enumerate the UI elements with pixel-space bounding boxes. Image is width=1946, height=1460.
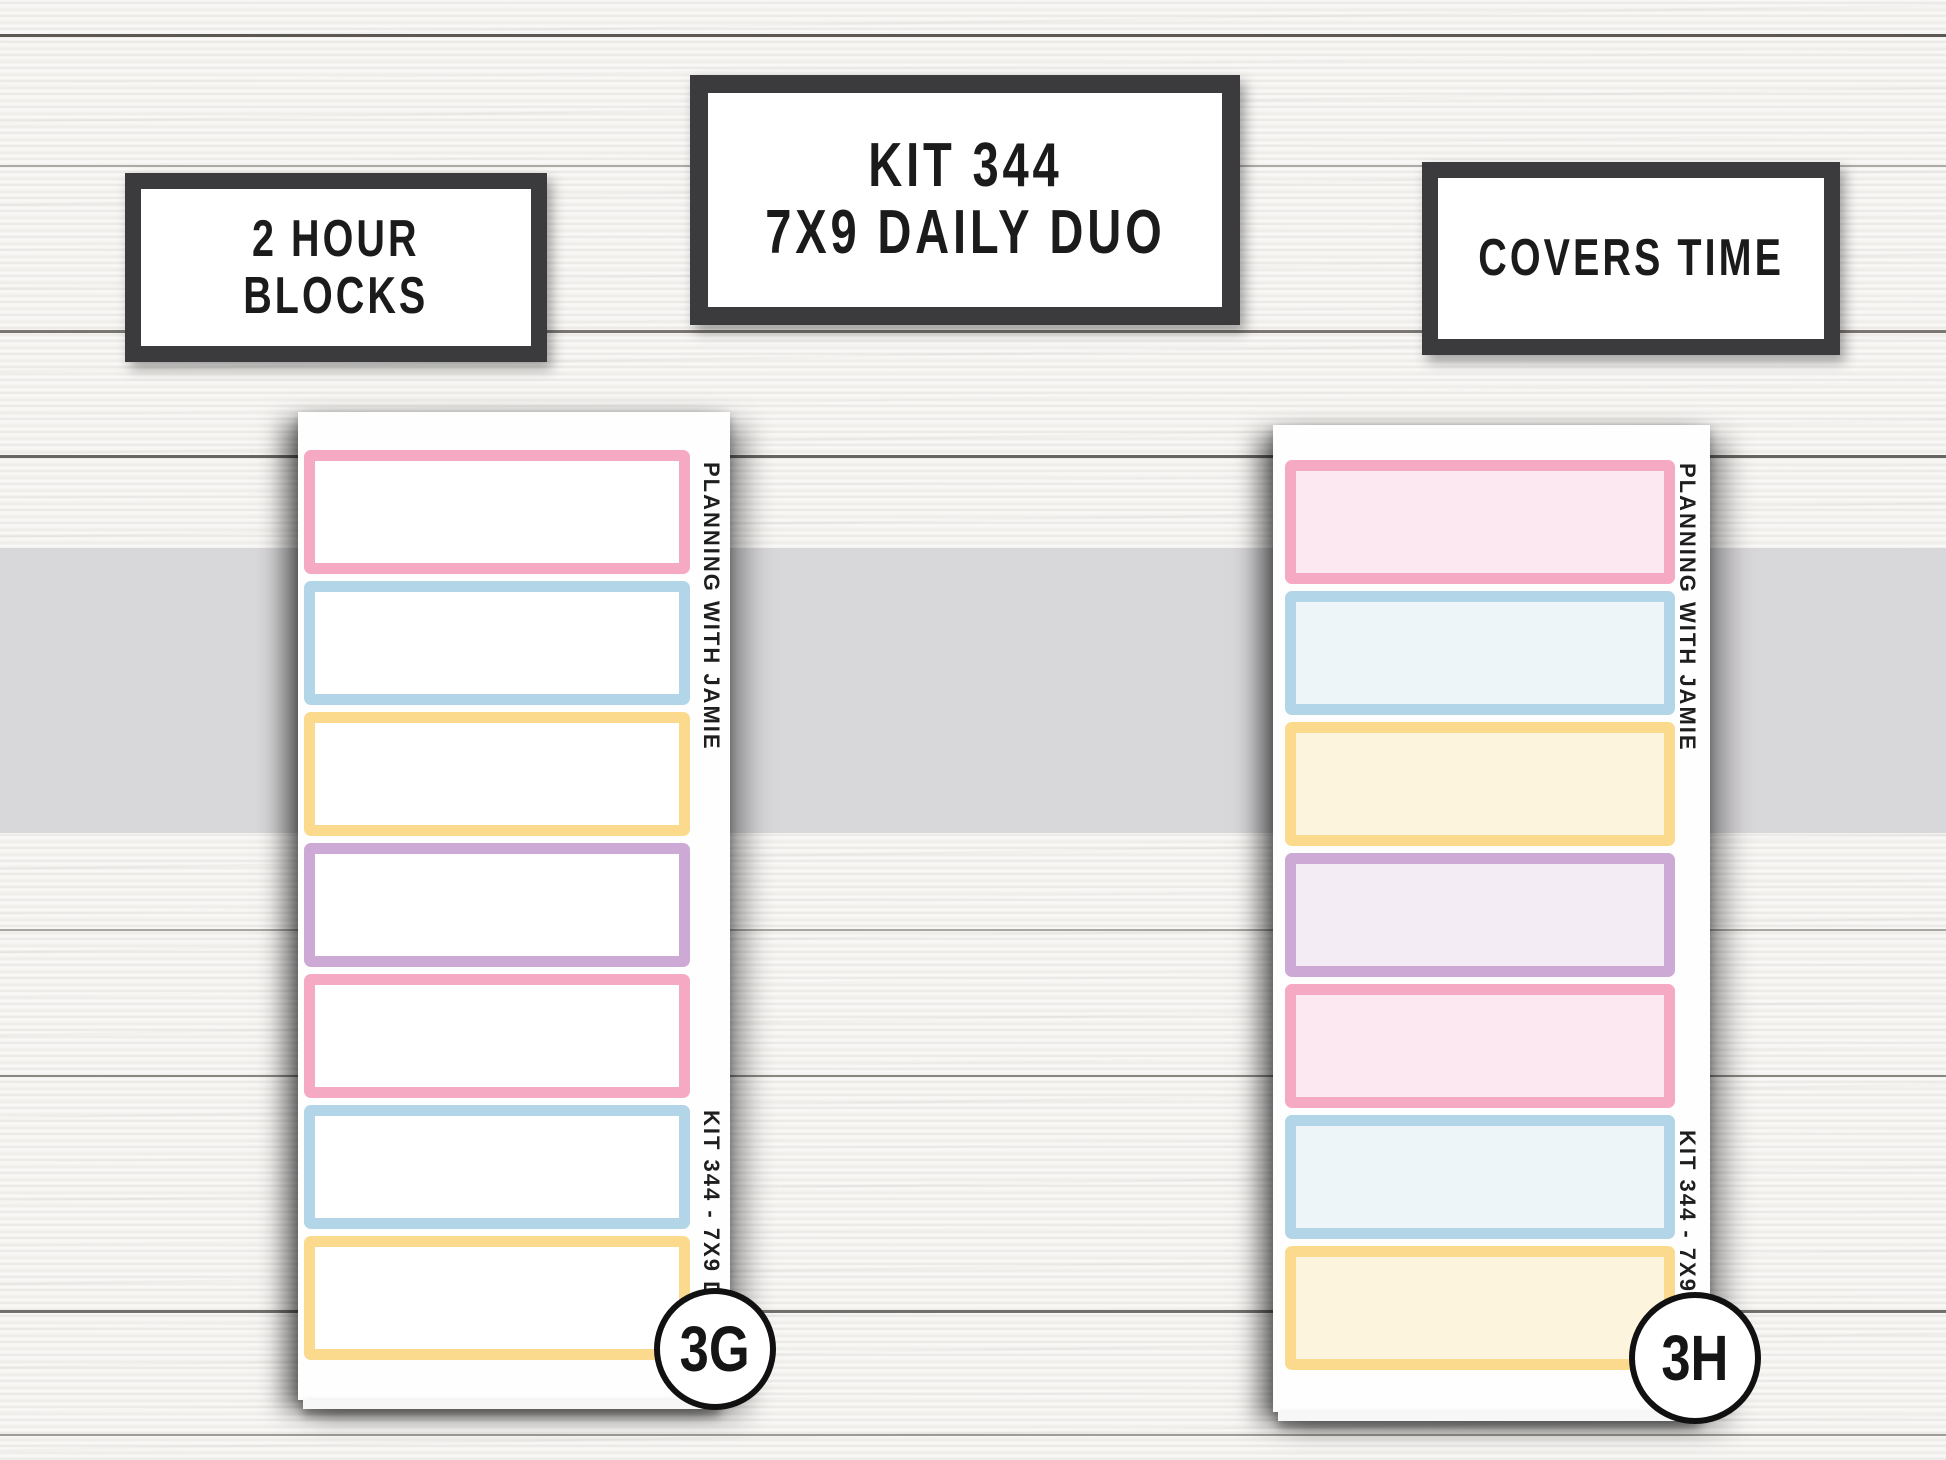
sheet-code-badge-3g: 3G [654, 1288, 776, 1410]
sticker-box [304, 1236, 690, 1360]
sheet-code-badge-label: 3G [679, 1313, 751, 1385]
callout-kit-title: KIT 344 7X9 DAILY DUO [690, 75, 1240, 325]
callout-line: 7X9 DAILY DUO [764, 198, 1166, 267]
sticker-box [1285, 1246, 1675, 1370]
callout-2-hour-blocks-text: 2 HOUR BLOCKS [243, 211, 428, 323]
sheet-kit-text: KIT 344 - 7X9 DD [699, 1110, 724, 1317]
sticker-box [1285, 591, 1675, 715]
sheet-brand-text: PLANNING WITH JAMIE [699, 462, 724, 751]
sticker-box [304, 450, 690, 574]
callout-line: KIT 344 [867, 131, 1063, 201]
sticker-box [304, 581, 690, 705]
callout-2-hour-blocks: 2 HOUR BLOCKS [125, 173, 547, 362]
sticker-box [1285, 460, 1675, 584]
sticker-box [304, 1105, 690, 1229]
callout-line: COVERS TIME [1478, 229, 1784, 288]
sticker-box-column [1285, 460, 1675, 1370]
sticker-box [1285, 853, 1675, 977]
callout-covers-time: COVERS TIME [1422, 162, 1840, 355]
sticker-sheet-3h: PLANNING WITH JAMIE KIT 344 - 7X9 DD [1273, 425, 1710, 1421]
callout-kit-title-text: KIT 344 7X9 DAILY DUO [764, 131, 1166, 267]
sheet-code-badge-3h: 3H [1629, 1292, 1761, 1424]
sheet-brand-text: PLANNING WITH JAMIE [1675, 463, 1700, 752]
sticker-box [1285, 722, 1675, 846]
sticker-box [304, 712, 690, 836]
sticker-box [1285, 984, 1675, 1108]
callout-covers-time-text: COVERS TIME [1478, 230, 1784, 286]
sheet-code-badge-label: 3H [1661, 1322, 1729, 1394]
callout-line: BLOCKS [243, 266, 429, 325]
sticker-box [1285, 1115, 1675, 1239]
sticker-box-column [304, 450, 690, 1360]
sticker-box [304, 843, 690, 967]
sticker-box [304, 974, 690, 1098]
sticker-sheet-3g: PLANNING WITH JAMIE KIT 344 - 7X9 DD [298, 412, 730, 1409]
callout-line: 2 HOUR [252, 210, 420, 269]
